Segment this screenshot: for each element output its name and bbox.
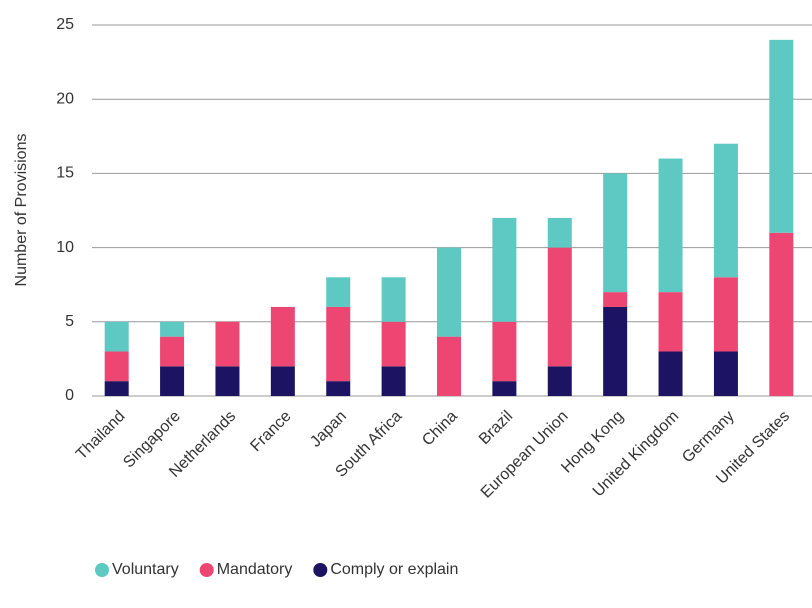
- bar-segment: [713, 143, 738, 278]
- bar-segment: [492, 217, 517, 322]
- bar-segment: [381, 321, 406, 367]
- y-axis-label: Number of Provisions: [13, 134, 30, 287]
- bar-segment: [492, 321, 517, 382]
- bar-segment: [769, 232, 794, 396]
- legend-label: Comply or explain: [330, 561, 458, 578]
- y-tick-label: 25: [56, 16, 74, 33]
- x-tick-label: Brazil: [476, 408, 516, 448]
- bar-segment: [603, 292, 628, 307]
- y-tick-label: 10: [56, 239, 74, 256]
- bar-segment: [658, 158, 683, 293]
- bar-segment: [603, 173, 628, 293]
- x-tick-label: Thailand: [73, 408, 128, 463]
- bar-segment: [160, 336, 185, 367]
- y-tick-label: 20: [56, 90, 74, 107]
- bar-segment: [547, 366, 572, 396]
- y-tick-label: 5: [65, 313, 74, 330]
- x-tick-label: France: [247, 408, 294, 455]
- bar-segment: [270, 366, 295, 396]
- bar-segment: [713, 277, 738, 352]
- bar-segment: [215, 366, 240, 396]
- bar-segment: [160, 321, 185, 337]
- bar-segment: [215, 321, 240, 367]
- y-tick-label: 15: [56, 165, 74, 182]
- bar-segment: [437, 336, 461, 396]
- bar-segment: [547, 217, 572, 248]
- bar-segment: [492, 381, 517, 396]
- bar-segment: [437, 247, 461, 337]
- bar-segment: [326, 306, 351, 382]
- bar-segment: [658, 292, 683, 352]
- bar-segment: [104, 351, 129, 382]
- bar-segment: [769, 39, 794, 233]
- x-tick-label: Germany: [679, 408, 738, 467]
- bar-segment: [326, 381, 351, 396]
- bar-segment: [160, 366, 185, 396]
- bar-segment: [381, 366, 406, 396]
- y-tick-label: 0: [65, 387, 74, 404]
- x-tick-label: China: [419, 408, 461, 450]
- bar-segment: [270, 306, 295, 367]
- bar-segment: [381, 277, 406, 322]
- bar-segment: [713, 351, 738, 396]
- legend-label: Mandatory: [217, 561, 293, 578]
- bar-segment: [104, 381, 129, 396]
- legend-marker: [95, 563, 109, 577]
- legend-label: Voluntary: [112, 561, 179, 578]
- bar-segment: [658, 351, 683, 396]
- bar-segment: [603, 306, 628, 396]
- bar-segment: [547, 247, 572, 367]
- x-tick-label: Japan: [307, 408, 350, 451]
- bar-segment: [104, 321, 129, 352]
- bar-segment: [326, 277, 351, 307]
- legend-marker: [199, 563, 214, 577]
- legend-marker: [313, 563, 328, 577]
